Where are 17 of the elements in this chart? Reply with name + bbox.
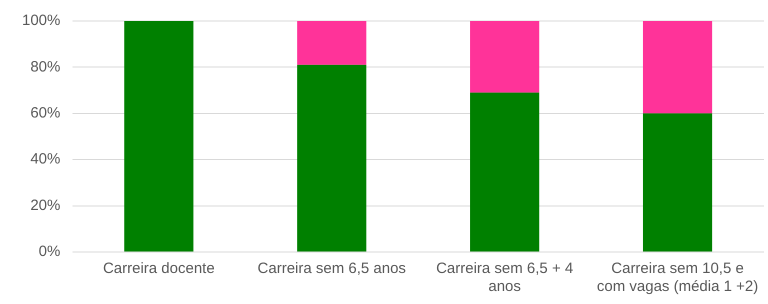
x-tick-label: Carreira docente	[102, 260, 215, 278]
x-tick-label: Carreira sem 6,5 anos	[258, 260, 406, 278]
y-tick-label: 100%	[22, 12, 60, 30]
bar	[297, 64, 366, 252]
x-tick-label: Carreira sem 10,5 e com vagas (média 1 +2)	[596, 260, 758, 296]
bar	[470, 92, 540, 252]
bar	[297, 21, 366, 65]
x-tick-label: Carreira sem 6,5 + 4 anos	[436, 260, 574, 296]
bar	[642, 21, 712, 114]
y-tick-label: 20%	[30, 196, 60, 214]
bar	[642, 113, 712, 252]
y-tick-label: 0%	[38, 243, 60, 260]
y-tick-label: 60%	[30, 104, 60, 122]
bar	[470, 21, 540, 93]
bar	[124, 21, 194, 252]
y-tick-label: 40%	[30, 150, 60, 168]
y-tick-label: 80%	[30, 58, 60, 76]
